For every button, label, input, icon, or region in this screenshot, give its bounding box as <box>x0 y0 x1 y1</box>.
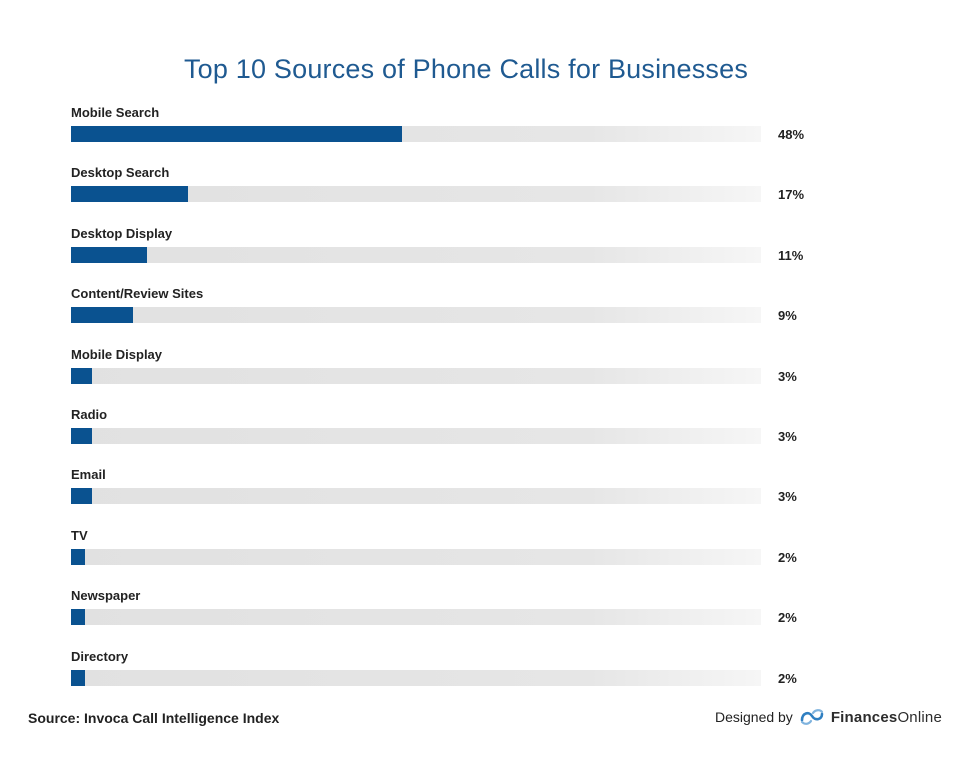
value-label: 3% <box>778 369 797 384</box>
chart-title: Top 10 Sources of Phone Calls for Busine… <box>183 54 749 85</box>
bar-row: Directory 2% <box>71 649 831 709</box>
value-label: 48% <box>778 127 805 142</box>
value-label: 11% <box>778 248 804 263</box>
bar <box>71 307 134 323</box>
bar-track <box>71 609 761 625</box>
category-label: Content/Review Sites <box>71 286 204 301</box>
category-label: Mobile Search <box>71 105 160 120</box>
value-label: 9% <box>778 308 797 323</box>
value-label: 3% <box>778 429 797 444</box>
brand-name-part1: Finances <box>830 708 898 726</box>
bar-row: Email 3% <box>71 467 831 527</box>
category-label: Radio <box>71 407 108 422</box>
value-label: 17% <box>778 187 805 202</box>
value-label: 3% <box>778 489 797 504</box>
category-label: Email <box>71 467 106 482</box>
bar <box>71 488 92 504</box>
bar <box>71 368 92 384</box>
bar-row: Desktop Display 11% <box>71 226 831 286</box>
category-label: Directory <box>71 649 129 664</box>
bar-track <box>71 488 761 504</box>
bar <box>71 670 85 686</box>
bar <box>71 247 147 263</box>
bar-track <box>71 549 761 565</box>
bar-row: TV 2% <box>71 528 831 588</box>
category-label: TV <box>71 528 88 543</box>
category-label: Desktop Display <box>71 226 173 241</box>
bar <box>71 549 85 565</box>
bar <box>71 126 403 142</box>
bar-track <box>71 368 761 384</box>
bar <box>71 609 85 625</box>
source-note: Source: Invoca Call Intelligence Index <box>28 710 280 726</box>
bar-row: Newspaper 2% <box>71 588 831 648</box>
brand-name: FinancesOnline <box>831 709 942 726</box>
category-label: Desktop Search <box>71 165 170 180</box>
bar-row: Mobile Display 3% <box>71 347 831 407</box>
value-label: 2% <box>778 550 797 565</box>
bar-row: Mobile Search 48% <box>71 105 831 165</box>
bar-row: Radio 3% <box>71 407 831 467</box>
bar-track <box>71 186 761 202</box>
finances-online-logo-icon <box>800 709 824 725</box>
bar-track <box>71 247 761 263</box>
category-label: Mobile Display <box>71 347 163 362</box>
bar <box>71 186 189 202</box>
bar <box>71 428 92 444</box>
bar-track <box>71 670 761 686</box>
value-label: 2% <box>778 610 797 625</box>
brand-name-part2: Online <box>897 708 942 726</box>
bar-row: Desktop Search 17% <box>71 165 831 225</box>
bar-row: Content/Review Sites 9% <box>71 286 831 346</box>
bar-track <box>71 307 761 323</box>
designed-by-text: Designed by <box>714 709 793 725</box>
value-label: 2% <box>778 671 797 686</box>
category-label: Newspaper <box>71 588 141 603</box>
bar-track <box>71 126 761 142</box>
designer-credit: Designed by FinancesOnline <box>715 707 942 727</box>
bar-track <box>71 428 761 444</box>
